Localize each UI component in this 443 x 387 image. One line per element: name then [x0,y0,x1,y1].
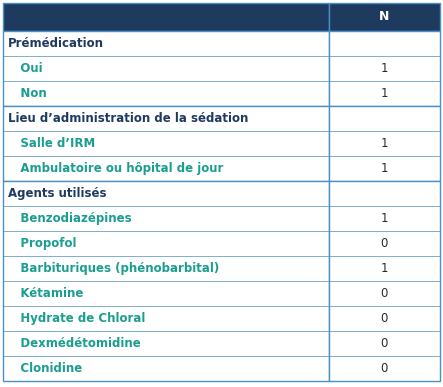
Text: Benzodiazépines: Benzodiazépines [8,212,132,225]
Bar [3,3,329,31]
Text: Clonidine: Clonidine [8,362,82,375]
Text: 1: 1 [381,87,388,100]
Text: Dexmédétomidine: Dexmédétomidine [8,337,141,350]
Text: 1: 1 [381,162,388,175]
Bar [3,31,329,106]
Text: 0: 0 [381,337,388,350]
Text: Barbituriques (phénobarbital): Barbituriques (phénobarbital) [8,262,219,275]
Text: Ambulatoire ou hôpital de jour: Ambulatoire ou hôpital de jour [8,162,223,175]
Text: 0: 0 [381,362,388,375]
Text: Hydrate de Chloral: Hydrate de Chloral [8,312,145,325]
Bar [329,106,440,181]
Bar [329,181,440,381]
Bar [3,106,329,181]
Text: Oui: Oui [8,62,43,75]
Text: Kétamine: Kétamine [8,287,83,300]
Text: Agents utilisés: Agents utilisés [8,187,106,200]
Text: 1: 1 [381,137,388,150]
Text: N: N [379,10,389,24]
Text: 0: 0 [381,312,388,325]
Text: 0: 0 [381,237,388,250]
Text: 0: 0 [381,287,388,300]
Bar [329,31,440,106]
Text: 1: 1 [381,62,388,75]
Text: Salle d’IRM: Salle d’IRM [8,137,95,150]
Text: Lieu d’administration de la sédation: Lieu d’administration de la sédation [8,112,249,125]
Text: 1: 1 [381,212,388,225]
Bar [3,181,329,381]
Text: Non: Non [8,87,47,100]
Bar [329,3,440,31]
Text: 1: 1 [381,262,388,275]
Text: Prémédication: Prémédication [8,37,104,50]
Text: Propofol: Propofol [8,237,77,250]
